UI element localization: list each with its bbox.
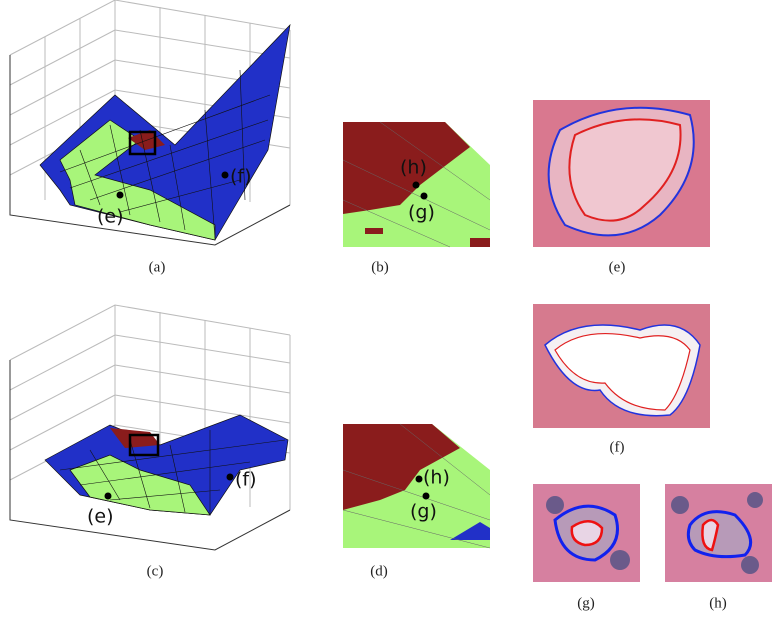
panel-e: (e) bbox=[533, 100, 710, 275]
mesh bbox=[59, 69, 271, 239]
point bbox=[104, 492, 112, 500]
point bbox=[422, 492, 430, 500]
panel-c: (e) (f) (c) bbox=[9, 304, 291, 579]
point-label: (h) bbox=[423, 467, 450, 489]
point-label: (g) bbox=[408, 202, 435, 224]
point-label: (f) bbox=[235, 469, 257, 491]
point bbox=[420, 192, 428, 200]
caption: (g) bbox=[577, 595, 595, 611]
caption: (e) bbox=[609, 259, 626, 275]
point-label: (g) bbox=[410, 501, 437, 523]
panel-f: (f) bbox=[533, 304, 710, 455]
panel-b: (h) (g) (b) bbox=[342, 121, 491, 275]
caption: (h) bbox=[709, 595, 727, 611]
point bbox=[221, 171, 229, 179]
point bbox=[415, 475, 423, 483]
caption: (c) bbox=[147, 563, 164, 579]
zoom-box bbox=[128, 130, 157, 156]
panel-d: (h) (g) (d) bbox=[342, 423, 491, 579]
point-label: (h) bbox=[400, 157, 427, 179]
panel-a: (e) (f) (a) bbox=[9, 0, 291, 275]
caption: (a) bbox=[149, 259, 166, 275]
panel-h: (h) bbox=[665, 484, 772, 611]
point bbox=[226, 473, 234, 481]
point-label: (e) bbox=[87, 506, 114, 528]
caption: (b) bbox=[371, 259, 389, 275]
zoom-box bbox=[128, 433, 160, 457]
point bbox=[412, 181, 420, 189]
caption: (f) bbox=[610, 439, 625, 455]
point-label: (f) bbox=[230, 166, 252, 188]
caption: (d) bbox=[370, 563, 388, 579]
panel-g: (g) bbox=[533, 484, 640, 611]
point-label: (e) bbox=[97, 206, 124, 228]
point bbox=[116, 191, 124, 199]
